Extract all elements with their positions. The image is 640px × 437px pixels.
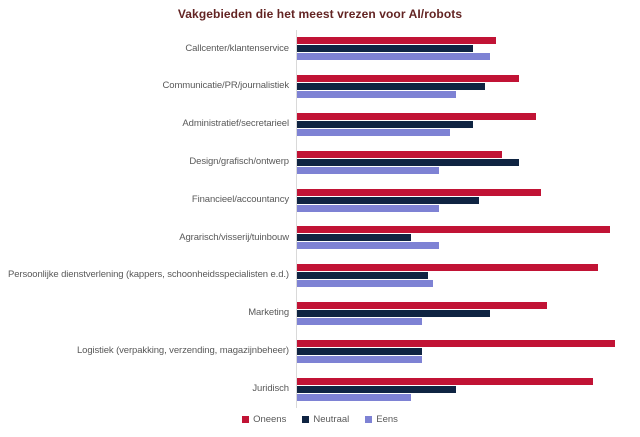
bar-group bbox=[296, 143, 638, 182]
chart-legend: Oneens Neutraal Eens bbox=[0, 414, 640, 425]
bar-oneens bbox=[297, 339, 616, 347]
bar-group bbox=[296, 332, 638, 371]
bar-oneens bbox=[297, 301, 548, 309]
bar-eens bbox=[297, 355, 423, 363]
bar-neutraal bbox=[297, 347, 423, 355]
bar-eens bbox=[297, 204, 440, 212]
category-row: Administratief/secretarieel bbox=[0, 105, 638, 144]
bar-oneens bbox=[297, 37, 496, 45]
category-label: Marketing bbox=[248, 307, 289, 319]
bar-eens bbox=[297, 53, 491, 61]
category-row: Marketing bbox=[0, 294, 638, 333]
bar-oneens bbox=[297, 226, 610, 234]
legend-item-eens: Eens bbox=[365, 414, 398, 425]
legend-label: Eens bbox=[376, 414, 398, 425]
bar-neutraal bbox=[297, 309, 491, 317]
bar-oneens bbox=[297, 112, 536, 120]
bar-oneens bbox=[297, 150, 502, 158]
legend-label: Oneens bbox=[253, 414, 287, 425]
bar-neutraal bbox=[297, 196, 479, 204]
bar-eens bbox=[297, 280, 434, 288]
legend-label: Neutraal bbox=[313, 414, 350, 425]
bar-eens bbox=[297, 317, 423, 325]
category-label: Persoonlijke dienstverlening (kappers, s… bbox=[7, 269, 289, 281]
bar-oneens bbox=[297, 188, 542, 196]
bar-oneens bbox=[297, 264, 599, 272]
bar-group bbox=[296, 218, 638, 257]
bar-group bbox=[296, 105, 638, 144]
bar-neutraal bbox=[297, 234, 411, 242]
category-row: Design/grafisch/ontwerp bbox=[0, 143, 638, 182]
bar-oneens bbox=[297, 75, 519, 83]
legend-swatch-icon bbox=[242, 416, 250, 423]
category-label: Communicatie/PR/journalistiek bbox=[162, 80, 290, 92]
bar-neutraal bbox=[297, 385, 457, 393]
bar-neutraal bbox=[297, 272, 428, 280]
category-label: Juridisch bbox=[252, 382, 289, 394]
bar-eens bbox=[297, 91, 457, 99]
bar-eens bbox=[297, 166, 440, 174]
bar-group bbox=[296, 370, 638, 408]
category-label: Logistiek (verpakking, verzending, magaz… bbox=[76, 345, 289, 357]
bar-group bbox=[296, 181, 638, 219]
chart-title: Vakgebieden die het meest vrezen voor AI… bbox=[177, 7, 463, 21]
category-row: Juridisch bbox=[0, 370, 638, 408]
bar-neutraal bbox=[297, 45, 474, 53]
legend-swatch-icon bbox=[302, 416, 310, 423]
category-row: Communicatie/PR/journalistiek bbox=[0, 67, 638, 106]
bar-group bbox=[296, 294, 638, 333]
bar-eens bbox=[297, 393, 411, 401]
legend-item-neutraal: Neutraal bbox=[302, 414, 349, 425]
bar-group bbox=[296, 67, 638, 106]
category-label: Agrarisch/visserij/tuinbouw bbox=[179, 231, 289, 243]
category-label: Callcenter/klantenservice bbox=[185, 42, 289, 54]
category-row: Financieel/accountancy bbox=[0, 181, 638, 219]
category-label: Administratief/secretarieel bbox=[182, 118, 289, 130]
bar-oneens bbox=[297, 377, 593, 385]
bar-neutraal bbox=[297, 83, 485, 91]
bar-group bbox=[296, 30, 638, 68]
bar-eens bbox=[297, 128, 451, 136]
bar-neutraal bbox=[297, 158, 519, 166]
legend-item-oneens: Oneens bbox=[242, 414, 286, 425]
category-row: Callcenter/klantenservice bbox=[0, 30, 638, 68]
category-label: Design/grafisch/ontwerp bbox=[189, 156, 289, 168]
category-row: Persoonlijke dienstverlening (kappers, s… bbox=[0, 256, 638, 295]
legend-swatch-icon bbox=[365, 416, 373, 423]
category-label: Financieel/accountancy bbox=[191, 193, 289, 205]
category-row: Logistiek (verpakking, verzending, magaz… bbox=[0, 332, 638, 371]
plot-area: Callcenter/klantenservice Communicatie/PR… bbox=[0, 30, 638, 408]
category-row: Agrarisch/visserij/tuinbouw bbox=[0, 218, 638, 257]
bar-group bbox=[296, 256, 638, 295]
bar-neutraal bbox=[297, 120, 474, 128]
bar-eens bbox=[297, 242, 440, 250]
